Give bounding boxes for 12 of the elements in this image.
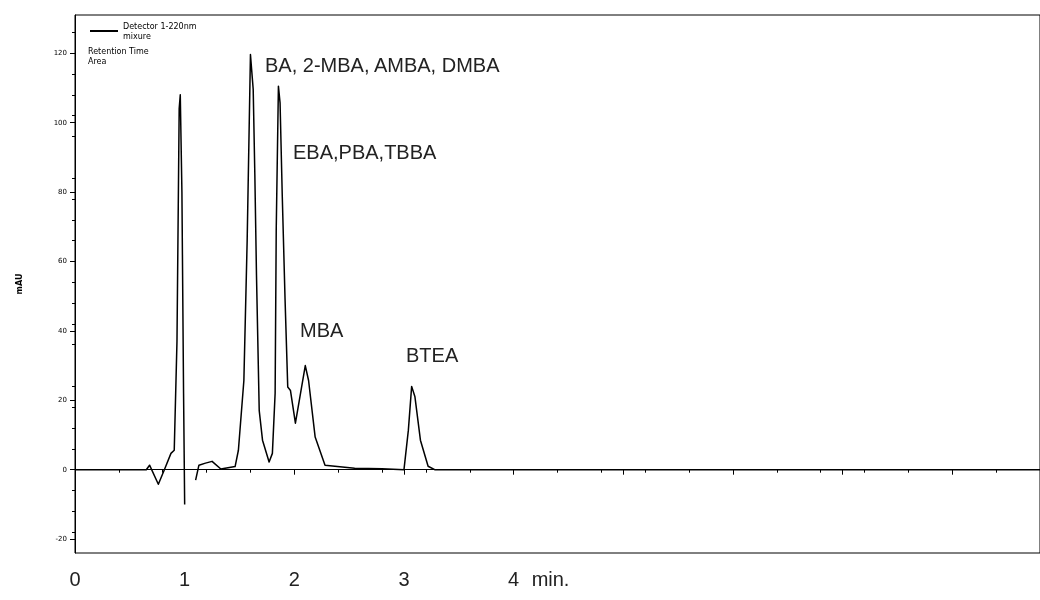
x-tick-label: 1: [179, 568, 191, 590]
annotation: BTEA: [406, 344, 459, 366]
x-axis-title: min.: [531, 568, 570, 590]
annotation: EBA,PBA,TBBA: [293, 141, 438, 163]
annotation: MBA: [300, 319, 344, 341]
x-tick-label: 4: [508, 568, 520, 590]
x-tick-label: 3: [398, 568, 410, 590]
annotation: Retention Time Area: [88, 46, 149, 66]
x-tick-label: 2: [288, 568, 300, 590]
annotation: BA, 2-MBA, AMBA, DMBA: [265, 54, 501, 76]
legend-label: Detector 1-220nm mixure: [123, 21, 197, 41]
y-axis-title: mAU: [14, 273, 24, 295]
